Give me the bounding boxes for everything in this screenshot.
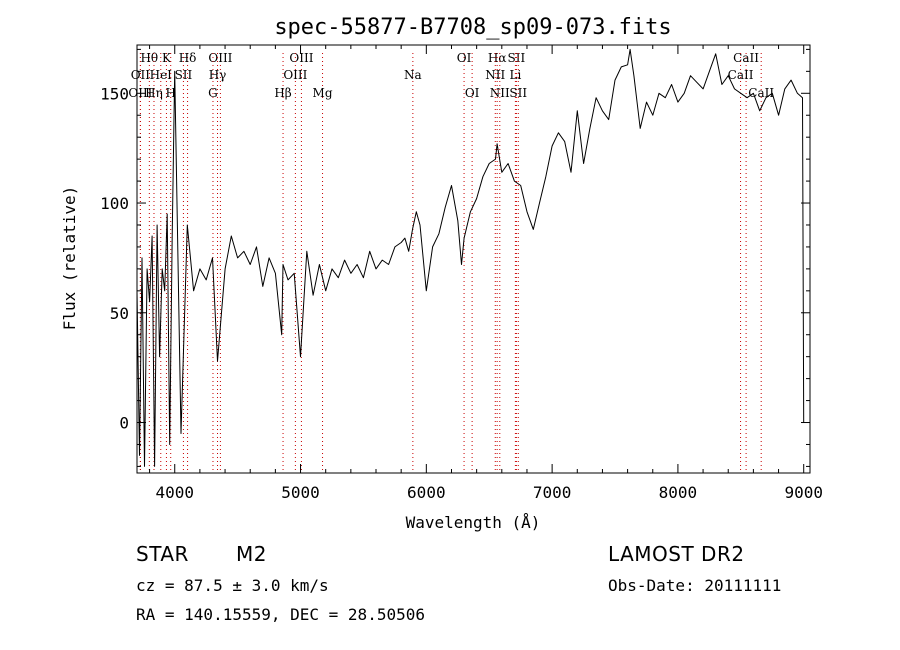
x-tick-label: 8000 xyxy=(659,483,698,502)
line-marker-label: G xyxy=(208,86,218,100)
plot-frame xyxy=(136,44,811,474)
line-marker-label: CaII xyxy=(748,86,774,100)
line-marker-label: OII xyxy=(131,68,151,82)
line-marker-label: CaII xyxy=(733,51,759,65)
survey-name: LAMOST DR2 xyxy=(608,542,745,566)
coordinates-readout: RA = 140.15559, DEC = 28.50506 xyxy=(136,605,425,624)
line-marker-label: Hη xyxy=(145,86,163,100)
y-tick-label: 150 xyxy=(100,84,129,103)
line-marker-label: HeI xyxy=(150,68,173,82)
redshift-readout: cz = 87.5 ± 3.0 km/s xyxy=(136,576,329,595)
line-marker-label: SII xyxy=(509,86,527,100)
x-tick-label: 5000 xyxy=(281,483,320,502)
line-marker-label: Na xyxy=(404,68,422,82)
x-tick-label: 6000 xyxy=(407,483,446,502)
line-marker-label: Hδ xyxy=(179,51,197,65)
x-tick-label: 9000 xyxy=(784,483,823,502)
y-tick-label: 0 xyxy=(119,414,129,433)
line-marker-label: K xyxy=(162,51,172,65)
line-marker-label: OIII xyxy=(208,51,232,65)
line-marker-label: Li xyxy=(509,68,521,82)
line-marker-label: OIII xyxy=(283,68,307,82)
x-tick-label: 7000 xyxy=(533,483,572,502)
object-class: STAR xyxy=(136,542,189,566)
line-marker-label: OI xyxy=(465,86,480,100)
line-marker-label: Mg xyxy=(313,86,333,100)
chart-title: spec-55877-B7708_sp09-073.fits xyxy=(274,15,671,40)
line-marker-label: NII xyxy=(490,86,510,100)
line-marker-label: SII xyxy=(175,68,193,82)
object-subclass: M2 xyxy=(236,542,267,566)
spectrum-line xyxy=(136,48,805,467)
y-tick-label: 50 xyxy=(110,304,129,323)
line-marker-label: Hβ xyxy=(274,86,291,100)
line-marker-label: H xyxy=(165,86,175,100)
spectrum-series xyxy=(136,48,805,467)
observation-date: Obs-Date: 20111111 xyxy=(608,576,782,595)
line-marker-label: SII xyxy=(508,51,526,65)
line-marker-label: Hθ xyxy=(140,51,158,65)
x-tick-label: 4000 xyxy=(155,483,194,502)
y-tick-label: 100 xyxy=(100,194,129,213)
y-axis-label: Flux (relative) xyxy=(60,186,79,331)
line-marker-label: Hα xyxy=(488,51,507,65)
x-axis-label: Wavelength (Å) xyxy=(406,513,541,532)
axes: 4000 5000 6000 7000 8000 9000 0 50 100 150 xyxy=(100,44,823,502)
line-marker-label: OIII xyxy=(289,51,313,65)
line-marker-label: Hγ xyxy=(209,68,227,82)
line-marker-label: OI xyxy=(457,51,472,65)
line-marker-label: NII xyxy=(485,68,505,82)
line-marker-label: CaII xyxy=(728,68,754,82)
